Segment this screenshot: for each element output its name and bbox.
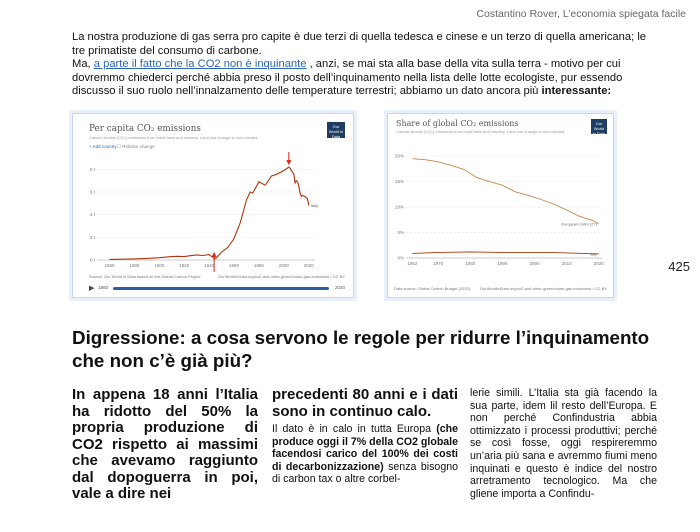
add-country-button[interactable]: + Add country: [89, 144, 117, 149]
series-line: [412, 158, 600, 225]
y-tick-label: 15%: [395, 179, 404, 184]
chart-source: Source: Our World in Data based on the G…: [89, 274, 201, 279]
timeline-track[interactable]: [113, 287, 329, 290]
timeline-end: 2020: [334, 285, 345, 290]
intro-bold: interessante:: [541, 85, 612, 98]
x-tick-label: 1980: [465, 261, 476, 266]
column-2-lead: precedenti 80 anni e i dati sono in cont…: [272, 386, 458, 420]
column-2-body: Il dato è in calo in tutta Europa (che p…: [272, 423, 458, 486]
y-tick-label: 20%: [395, 154, 404, 159]
y-tick-label: 8 t: [90, 167, 96, 172]
series-label: Italy: [590, 252, 597, 256]
x-tick-label: 1962: [407, 261, 418, 266]
intro-paragraph-2: Ma, a parte il fatto che la CO2 non è in…: [72, 58, 660, 99]
annotation-arrowhead-down: [286, 160, 292, 166]
per-capita-co2-chart: Per capita CO₂ emissions Carbon dioxide …: [72, 113, 354, 298]
timeline-start: 1860: [98, 285, 109, 290]
column-1: In appena 18 anni l’Italia ha ridotto de…: [72, 386, 258, 503]
intro-text-a: Ma,: [72, 58, 94, 71]
relative-change-label: Relative change: [122, 144, 155, 149]
intro-paragraph-1: La nostra produzione di gas serra pro ca…: [72, 31, 647, 57]
column-2: precedenti 80 anni e i dati sono in cont…: [272, 386, 458, 486]
chart-plot-area: 0% 5% 10% 15% 20% 1962 1970 1980 1990 2000 2010 202…: [395, 154, 605, 266]
series-line: [412, 251, 599, 255]
x-tick-label: 2020: [594, 261, 605, 266]
plus-icon: +: [89, 144, 93, 149]
timeline-slider[interactable]: ▶ 1860 2020: [89, 283, 345, 293]
chart-title: Share of global CO₂ emissions: [396, 119, 519, 128]
x-tick-label: 1900: [154, 263, 165, 268]
chart-title: Per capita CO₂ emissions: [89, 124, 201, 134]
add-country-label: Add country: [92, 144, 117, 149]
y-tick-label: 10%: [395, 205, 404, 210]
y-tick-label: 5%: [397, 230, 404, 235]
chart-source-url: OurWorldInData.org/co2-and-other-greenho…: [218, 274, 345, 279]
intro-text-b: , anzi, se mai sta alla base della vita …: [72, 58, 623, 98]
column-2-bold: (che produce oggi il 7% della CO2 global…: [272, 423, 459, 473]
x-tick-label: 2020: [304, 263, 315, 268]
co2-link[interactable]: a parte il fatto che la CO2 non è inquin…: [93, 58, 307, 71]
x-tick-label: 1960: [229, 263, 240, 268]
section-title: Digressione: a cosa servono le regole pe…: [72, 327, 650, 371]
chart-source: Data source: Global Carbon Budget (2020): [394, 286, 471, 291]
y-tick-label: 4 t: [90, 212, 96, 217]
column-2-text-b: senza bisogno di carbon tax o altre corb…: [272, 460, 458, 486]
y-tick-label: 2 t: [90, 235, 96, 240]
y-tick-label: 0%: [397, 256, 404, 261]
share-global-co2-chart: Share of global CO₂ emissions Carbon dio…: [387, 113, 614, 298]
x-tick-label: 1920: [179, 263, 190, 268]
x-tick-label: 2000: [530, 261, 541, 266]
column-2-text-a: Il dato è in calo in tutta Europa: [272, 423, 437, 435]
intro-text: La nostra produzione di gas serra pro ca…: [72, 31, 660, 99]
running-head: Costantino Rover, L’economia spiegata fa…: [476, 8, 686, 20]
relative-change-checkbox[interactable]: ☐ Relative change: [117, 144, 155, 150]
chart-plot-area: 0 t 2 t 4 t 6 t 8 t 1860 1880 1900 1920 1940 1960 1…: [90, 152, 318, 272]
checkbox-icon: ☐: [117, 144, 123, 149]
chart-source-url: OurWorldInData.org/co2-and-other-greenho…: [480, 286, 607, 291]
x-tick-label: 1970: [433, 261, 444, 266]
y-tick-label: 0 t: [90, 258, 96, 263]
column-3-text: lerie simili. L’Italia sta già facendo l…: [470, 387, 657, 500]
y-tick-label: 6 t: [90, 190, 96, 195]
owid-logo: Our World in Data: [327, 122, 345, 139]
series-line: [109, 166, 310, 260]
chart-subtitle: Carbon dioxide (CO₂) emissions from foss…: [396, 129, 566, 134]
column-1-text: In appena 18 anni l’Italia ha ridotto de…: [72, 386, 258, 502]
x-tick-label: 1980: [254, 263, 265, 268]
annotation-arrowhead-up: [211, 252, 217, 257]
x-tick-label: 2010: [562, 261, 573, 266]
play-icon[interactable]: ▶: [89, 285, 95, 292]
x-tick-label: 2000: [279, 263, 290, 268]
column-3: lerie simili. L’Italia sta già facendo l…: [470, 387, 657, 500]
page-number: 425: [668, 259, 690, 274]
owid-logo: Our World in Data: [591, 119, 607, 136]
x-tick-label: 1990: [497, 261, 508, 266]
chart-subtitle: Carbon dioxide (CO₂) emissions from foss…: [89, 135, 259, 140]
series-label: European Union (27): [562, 222, 598, 226]
x-tick-label: 1860: [104, 263, 115, 268]
x-tick-label: 1940: [204, 263, 215, 268]
x-tick-label: 1880: [129, 263, 140, 268]
series-label: Italy: [311, 203, 318, 208]
